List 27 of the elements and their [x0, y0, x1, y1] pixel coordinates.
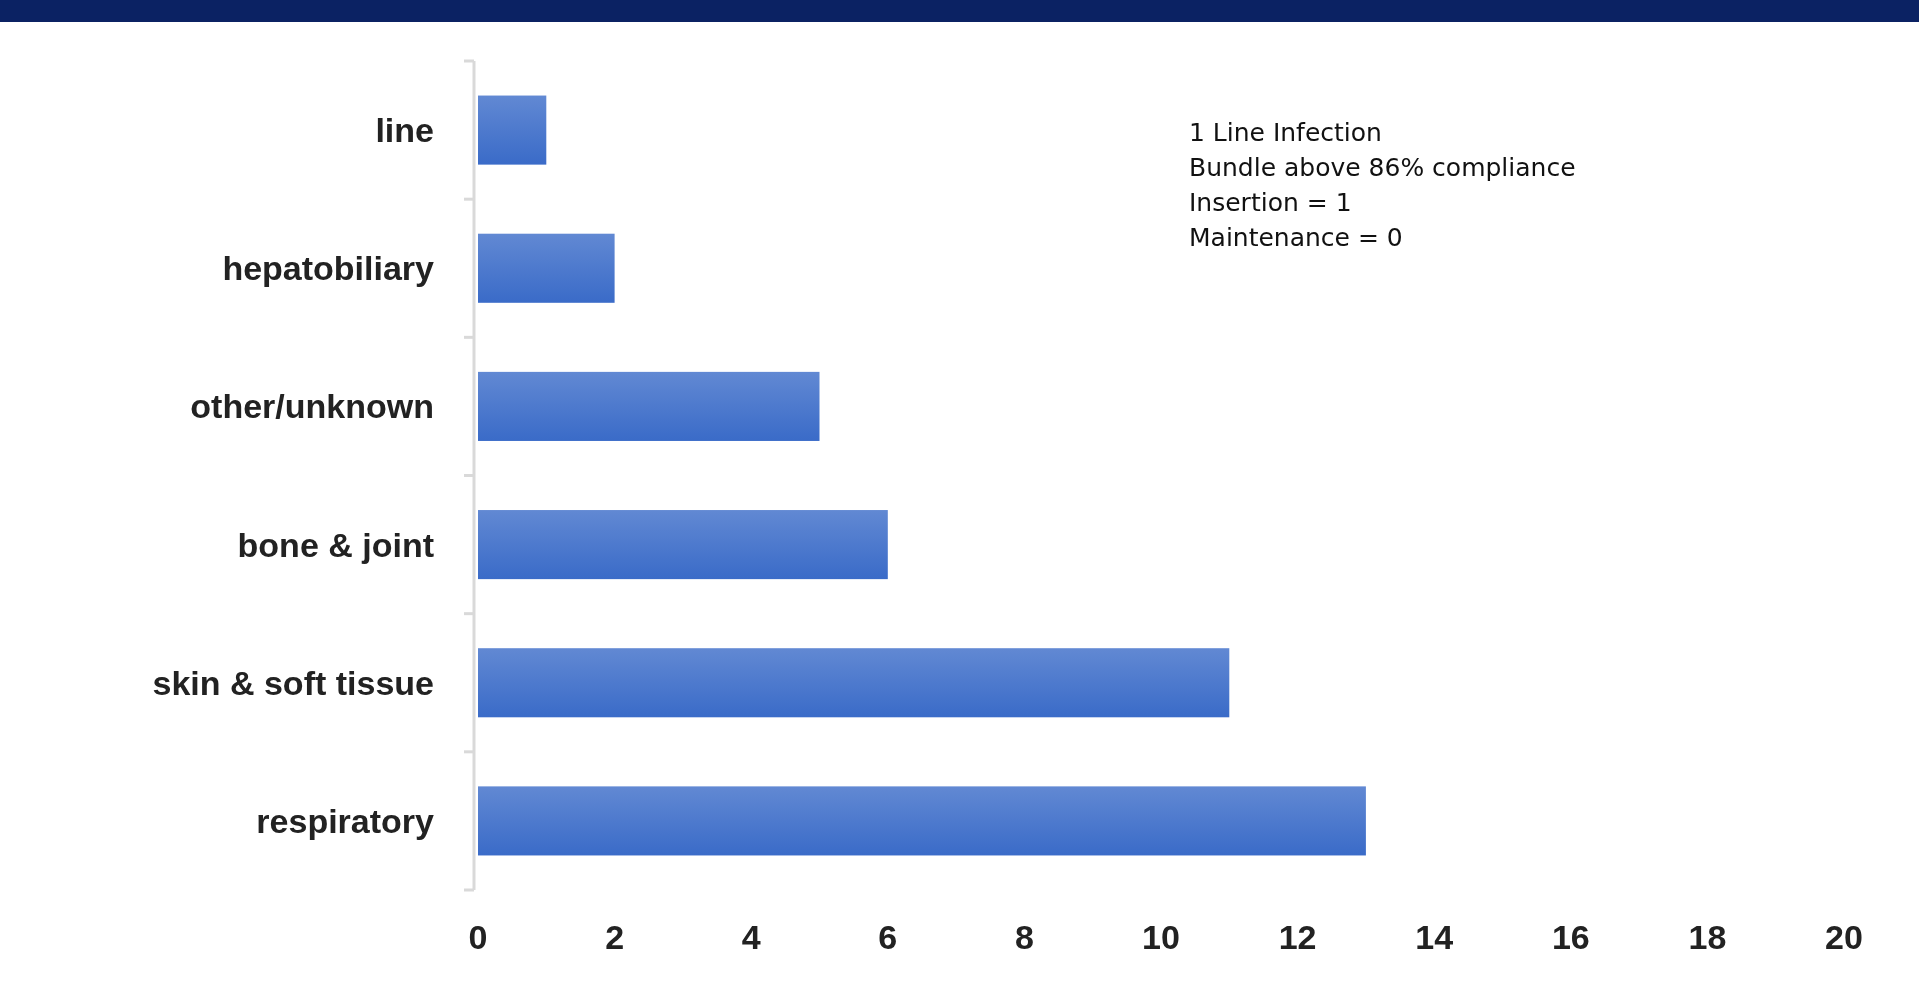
y-tick-label: hepatobiliary: [222, 249, 435, 288]
bar: [478, 95, 547, 165]
x-tick-label: 12: [1278, 918, 1317, 956]
y-tick-label: respiratory: [256, 801, 435, 840]
bar: [478, 786, 1366, 856]
x-tick-label: 0: [468, 918, 488, 956]
bar: [478, 510, 888, 580]
y-tick-label: other/unknown: [190, 387, 434, 426]
x-tick-label: 16: [1551, 918, 1590, 956]
x-tick-label: 18: [1688, 918, 1727, 956]
x-tick-label: 10: [1142, 918, 1180, 956]
x-tick-label: 6: [878, 918, 898, 956]
y-tick-label: skin & soft tissue: [152, 663, 434, 702]
x-tick-label: 2: [605, 918, 625, 956]
annotation: 1 Line Infection: [1189, 117, 1382, 147]
x-tick-label: 14: [1415, 918, 1454, 956]
x-tick-label: 8: [1014, 918, 1034, 956]
annotation: Insertion = 1: [1189, 187, 1352, 217]
annotation: Maintenance = 0: [1189, 222, 1403, 252]
annotation: Bundle above 86% compliance: [1189, 152, 1576, 182]
y-tick-label: bone & joint: [237, 525, 434, 564]
x-tick-label: 4: [741, 918, 761, 956]
y-tick-label: line: [375, 111, 434, 150]
x-tick-label: 20: [1825, 918, 1863, 956]
bar: [478, 648, 1230, 718]
bar: [478, 233, 615, 303]
bar: [478, 371, 820, 441]
